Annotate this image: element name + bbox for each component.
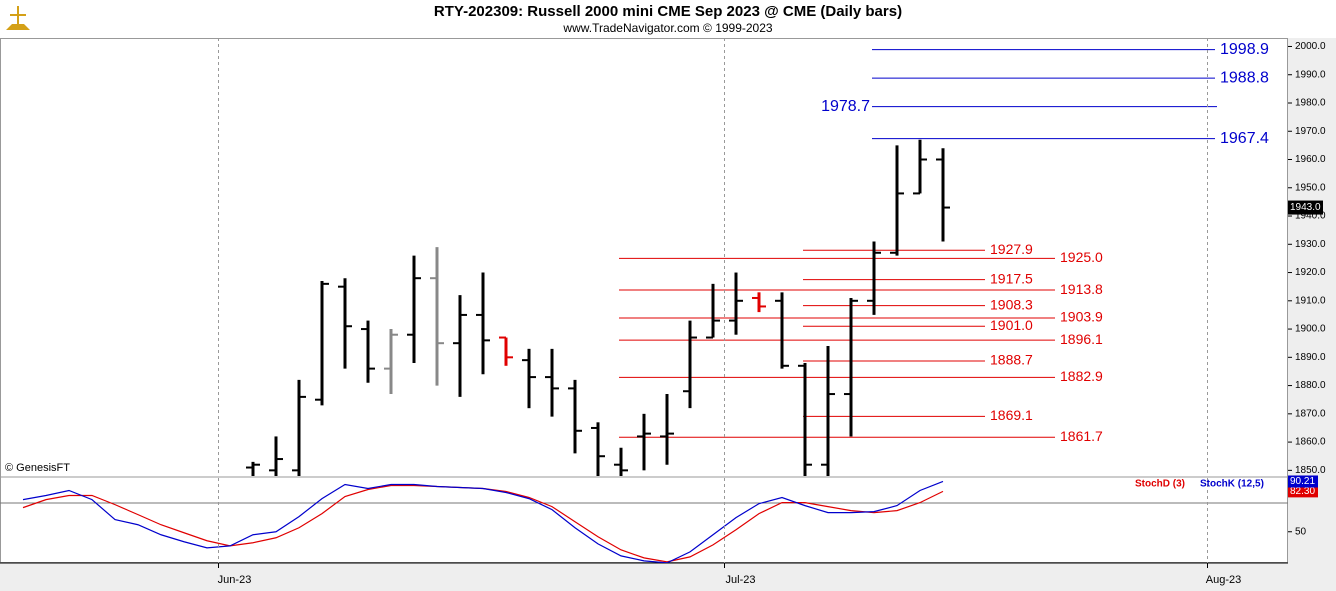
- level-label: 1901.0: [990, 317, 1033, 333]
- level-label: 1917.5: [990, 270, 1033, 286]
- plot-frame: [0, 38, 1288, 563]
- level-label: 1988.8: [1220, 69, 1269, 86]
- y-tick-label: 1850.0: [1295, 465, 1326, 476]
- y-tick-label: 1900.0: [1295, 324, 1326, 335]
- level-label: 1888.7: [990, 352, 1033, 368]
- y-tick-label: 2000.0: [1295, 41, 1326, 52]
- y-tick-label: 1880.0: [1295, 380, 1326, 391]
- level-label: 1913.8: [1060, 281, 1103, 297]
- y-tick-label: 1890.0: [1295, 352, 1326, 363]
- level-label: 1903.9: [1060, 309, 1103, 325]
- stoch-line: [22, 480, 944, 563]
- y-tick-label: 1950.0: [1295, 182, 1326, 193]
- price-panel: [246, 49, 1217, 476]
- x-tick-label: Jul-23: [726, 574, 756, 586]
- y-tick-label: 1960.0: [1295, 154, 1326, 165]
- level-label: 1908.3: [990, 296, 1033, 312]
- y-tick-label: 50: [1295, 526, 1307, 537]
- x-tick-label: Jun-23: [218, 574, 252, 586]
- stoch-panel: [22, 480, 944, 563]
- y-tick-label: 1870.0: [1295, 408, 1326, 419]
- y-tick-label: 1910.0: [1295, 295, 1326, 306]
- end-value-label: 90.21: [1290, 476, 1315, 487]
- end-value-box: [1288, 485, 1318, 498]
- level-label: 1882.9: [1060, 368, 1103, 384]
- end-value-label: 82.30: [1290, 486, 1315, 497]
- last-price-box: [1288, 200, 1323, 215]
- level-label: 1896.1: [1060, 331, 1103, 347]
- y-tick-label: 1930.0: [1295, 239, 1326, 250]
- legend-entry: StochD (3): [1135, 479, 1185, 490]
- y-tick-label: 1860.0: [1295, 437, 1326, 448]
- chart-subtitle: www.TradeNavigator.com © 1999-2023: [562, 21, 772, 35]
- x-tick-label: Aug-23: [1206, 574, 1241, 586]
- level-label: 1869.1: [990, 407, 1033, 423]
- chart-title: RTY-202309: Russell 2000 mini CME Sep 20…: [434, 3, 902, 20]
- right-axis-bg: [1288, 38, 1336, 591]
- level-label: 1927.9: [990, 241, 1033, 257]
- level-label: 1998.9: [1220, 41, 1269, 58]
- last-price-label: 1943.0: [1290, 202, 1321, 213]
- level-label: 1861.7: [1060, 428, 1103, 444]
- title-bar: [0, 0, 1336, 38]
- legend-entry: StochK (12,5): [1200, 479, 1264, 490]
- end-value-box: [1288, 475, 1318, 488]
- bottom-axis-bg: [0, 563, 1336, 591]
- level-label: 1967.4: [1220, 130, 1269, 147]
- watermark: © GenesisFT: [5, 462, 70, 474]
- logo: [6, 6, 30, 30]
- level-label: 1978.7: [821, 98, 870, 115]
- y-tick-label: 1920.0: [1295, 267, 1326, 278]
- y-tick-label: 1980.0: [1295, 98, 1326, 109]
- y-tick-label: 1970.0: [1295, 126, 1326, 137]
- y-tick-label: 1990.0: [1295, 69, 1326, 80]
- y-tick-label: 1940.0: [1295, 211, 1326, 222]
- axes: Jun-23 Jul-23 Aug-23 1850.0 1860.0 1870.0 1880…: [218, 38, 1326, 586]
- stoch-line: [22, 484, 944, 563]
- level-label: 1925.0: [1060, 249, 1103, 265]
